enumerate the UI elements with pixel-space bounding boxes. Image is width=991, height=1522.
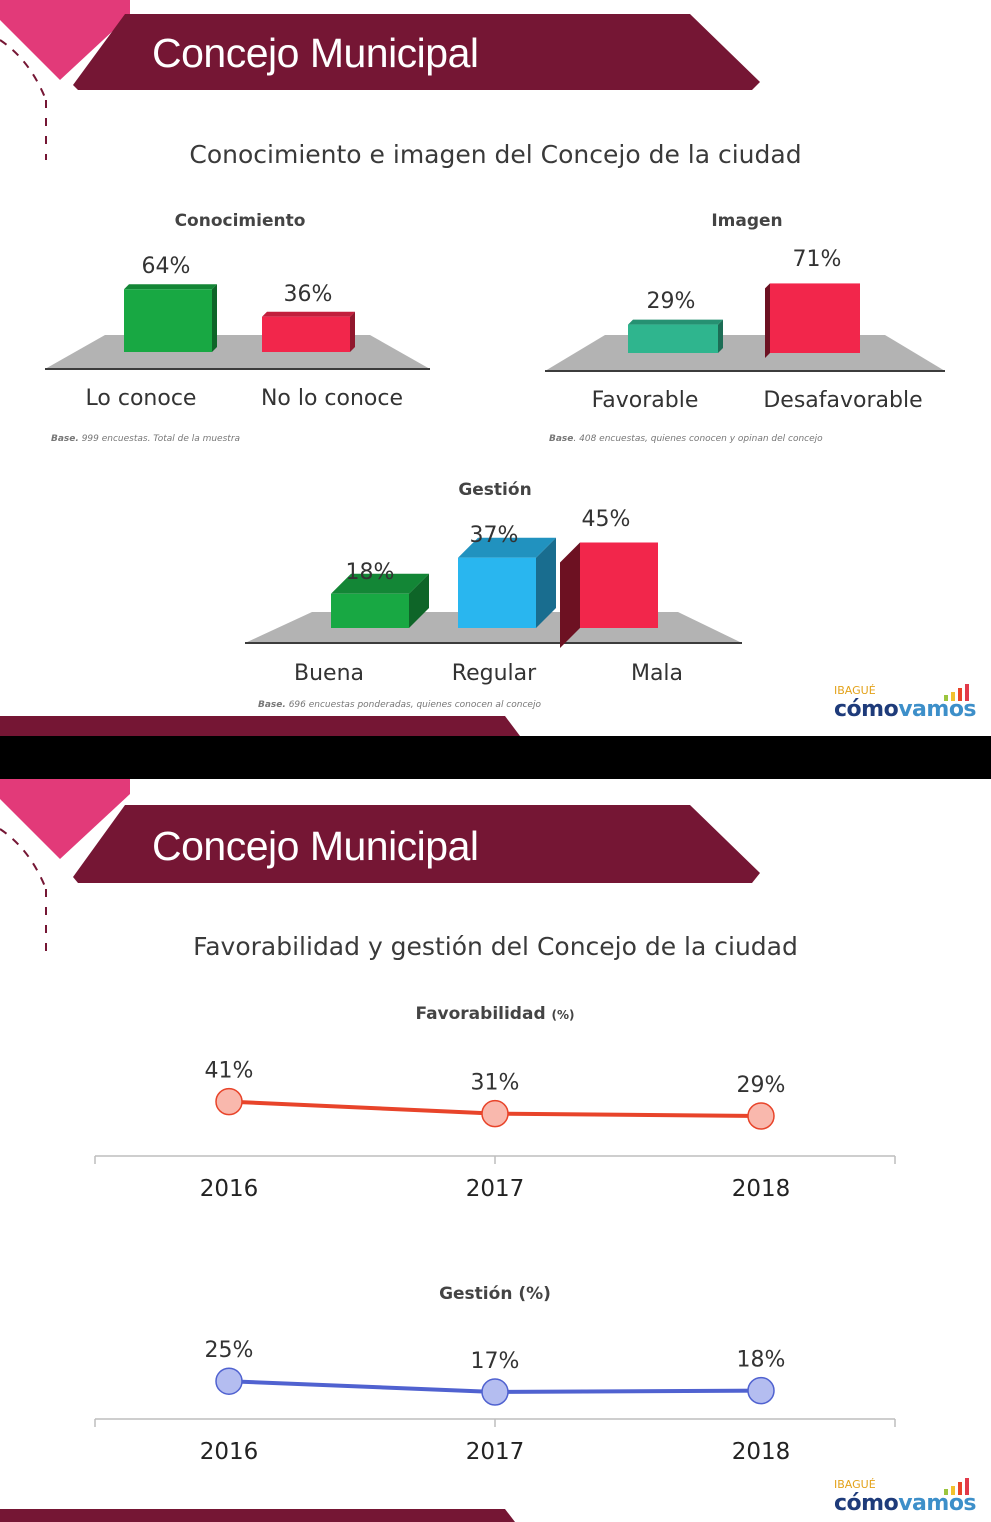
logo-city: IBAGUÉ	[834, 1478, 876, 1491]
footer-banner	[0, 1509, 515, 1522]
base-note-imagen: Base. 408 encuestas, quienes conocen y o…	[549, 434, 823, 444]
logo-ibague-como-vamos: IBAGUÉ cómovamos	[834, 1478, 977, 1522]
point-2016	[215, 1367, 243, 1395]
dashed-curve	[0, 39, 47, 101]
logo-brand: cómovamos	[834, 1491, 977, 1516]
chart-floor	[45, 335, 430, 369]
bar-no-lo-conoce-side	[350, 311, 355, 352]
bar-desafavorable-side	[765, 283, 770, 358]
line-chart-favorabilidad: 41% 2016 31% 2017 29% 2018	[94, 1059, 896, 1202]
header-banner	[73, 805, 760, 883]
category-mala: Mala	[630, 661, 684, 686]
chart-title-imagen: Imagen	[711, 211, 783, 231]
point-2017	[481, 1378, 509, 1406]
footer-banner	[0, 716, 520, 736]
pink-corner-shape	[0, 0, 130, 80]
data-label-2018: 18%	[737, 1348, 786, 1373]
logo-city: IBAGUÉ	[834, 684, 876, 697]
x-tick-label-2018: 2018	[732, 1176, 791, 1202]
base-note-gestion: Base. 696 encuestas ponderadas, quienes …	[258, 700, 541, 710]
x-tick-label-2016: 2016	[200, 1176, 259, 1202]
bar-lo-conoce-side	[212, 284, 217, 352]
data-label-favorable: 29%	[646, 289, 696, 314]
bar-no-lo-conoce-top	[262, 311, 355, 317]
slide2-decoration	[0, 779, 760, 1522]
chart-title-favorabilidad: Favorabilidad (%)	[415, 1004, 575, 1024]
data-label-2018: 29%	[737, 1073, 786, 1098]
data-label-lo-conoce: 64%	[141, 254, 191, 279]
data-label-no-lo-conoce: 36%	[283, 282, 333, 307]
dashed-curve	[0, 828, 47, 890]
base-note-conocimiento: Base. 999 encuestas. Total de la muestra	[51, 434, 241, 444]
data-label-2016: 25%	[205, 1338, 254, 1363]
chart-title-conocimiento: Conocimiento	[174, 211, 306, 231]
slide-favorabilidad-gestion: Concejo Municipal Favorabilidad y gestió…	[0, 779, 991, 1522]
slide-title: Favorabilidad y gestión del Concejo de l…	[193, 932, 798, 961]
pink-corner-shape	[0, 779, 130, 859]
category-favorable: Favorable	[591, 388, 699, 413]
x-tick-label-2016: 2016	[200, 1439, 259, 1465]
point-2018	[747, 1376, 775, 1405]
category-regular: Regular	[451, 661, 537, 686]
point-2016	[215, 1087, 243, 1116]
bar-buena	[331, 593, 409, 628]
bar-favorable	[628, 324, 718, 353]
data-label-desafavorable: 71%	[792, 247, 842, 272]
bar-lo-conoce-top	[124, 284, 217, 290]
x-tick-label-2018: 2018	[732, 1439, 791, 1465]
bar-regular	[458, 557, 536, 628]
chart-floor	[545, 335, 945, 371]
category-desafavorable: Desafavorable	[763, 388, 923, 413]
slide-title: Conocimiento e imagen del Concejo de la …	[189, 140, 802, 169]
bar-regular-top	[458, 537, 556, 558]
bar-buena-side	[409, 573, 429, 628]
x-tick-label-2017: 2017	[466, 1439, 525, 1465]
data-label-buena: 18%	[345, 560, 395, 585]
logo-bars-icon	[944, 1478, 970, 1495]
data-label-2016: 41%	[205, 1059, 254, 1084]
bar-chart-conocimiento	[45, 284, 430, 370]
bar-no-lo-conoce	[262, 316, 350, 352]
bar-buena-top	[331, 573, 429, 594]
data-label-2017: 17%	[471, 1349, 520, 1374]
bar-desafavorable	[770, 283, 860, 353]
chart-title-gestion-line: Gestión (%)	[439, 1284, 551, 1304]
data-label-mala: 45%	[581, 507, 631, 532]
category-lo-conoce: Lo conoce	[85, 386, 197, 411]
bar-regular-side	[536, 537, 556, 628]
bar-favorable-top	[628, 319, 723, 325]
slide-conocimiento-imagen: Concejo Municipal Conocimiento e imagen …	[0, 0, 991, 736]
category-no-lo-conoce: No lo conoce	[260, 386, 404, 411]
category-buena: Buena	[294, 661, 364, 686]
bar-lo-conoce	[124, 289, 212, 352]
bar-chart-gestion	[245, 537, 742, 648]
logo-bars-icon	[944, 684, 970, 701]
x-tick-label-2017: 2017	[466, 1176, 525, 1202]
slide-divider	[0, 736, 991, 779]
data-label-2017: 31%	[471, 1071, 520, 1096]
slide1-decoration	[0, 0, 760, 736]
bar-chart-imagen	[545, 283, 945, 372]
line-chart-gestion: 25% 2016 17% 2017 18% 2018	[94, 1338, 896, 1465]
logo-ibague-como-vamos: IBAGUÉ cómovamos	[834, 684, 977, 734]
data-label-regular: 37%	[469, 523, 519, 548]
header-title: Concejo Municipal	[152, 823, 479, 869]
bar-mala-side	[560, 542, 580, 648]
bar-favorable-side	[718, 319, 723, 353]
chart-title-gestion: Gestión	[458, 480, 532, 500]
header-title: Concejo Municipal	[152, 30, 479, 76]
point-2017	[481, 1099, 509, 1128]
header-banner	[73, 14, 760, 90]
logo-brand: cómovamos	[834, 697, 977, 722]
point-2018	[747, 1102, 775, 1130]
bar-mala	[580, 542, 658, 628]
